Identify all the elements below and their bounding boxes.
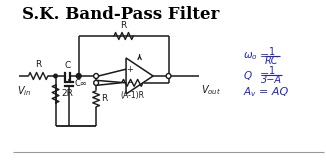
Circle shape bbox=[94, 73, 98, 79]
Circle shape bbox=[76, 73, 81, 79]
Text: C∞: C∞ bbox=[75, 80, 88, 89]
Text: 1: 1 bbox=[269, 66, 275, 76]
Text: $A_v$: $A_v$ bbox=[243, 85, 257, 99]
Circle shape bbox=[54, 74, 57, 78]
Text: 3−A: 3−A bbox=[261, 75, 282, 85]
Circle shape bbox=[166, 73, 171, 79]
Text: $V_{in}$: $V_{in}$ bbox=[17, 84, 31, 98]
Text: C: C bbox=[64, 61, 70, 70]
Text: = AQ: = AQ bbox=[259, 87, 289, 97]
Text: $\omega_o$: $\omega_o$ bbox=[243, 50, 258, 62]
Text: +: + bbox=[126, 65, 133, 74]
Text: R: R bbox=[121, 21, 127, 30]
Text: 2R: 2R bbox=[61, 90, 73, 99]
Text: =: = bbox=[259, 70, 269, 80]
Text: S.K. Band-Pass Filter: S.K. Band-Pass Filter bbox=[22, 6, 219, 23]
Circle shape bbox=[94, 80, 98, 85]
Circle shape bbox=[77, 74, 81, 78]
Text: R: R bbox=[101, 94, 107, 103]
Text: −: − bbox=[126, 78, 133, 87]
Text: $V_{out}$: $V_{out}$ bbox=[201, 83, 221, 97]
Text: RC: RC bbox=[265, 56, 279, 66]
Text: (A-1)R: (A-1)R bbox=[120, 91, 144, 100]
Text: =: = bbox=[259, 51, 269, 61]
Text: 1: 1 bbox=[269, 47, 275, 57]
Text: R: R bbox=[35, 60, 41, 69]
Text: $Q$: $Q$ bbox=[243, 69, 253, 82]
